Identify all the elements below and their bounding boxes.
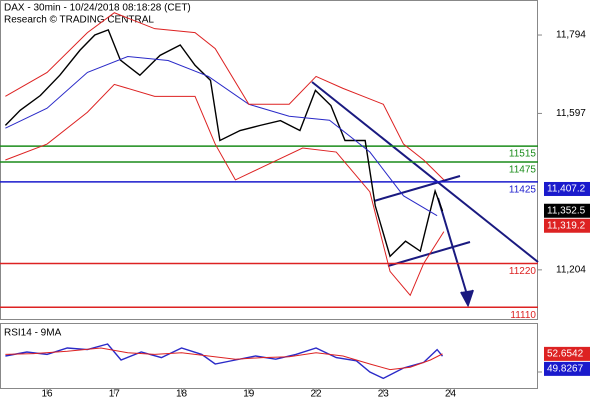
x-tick-label: 23: [378, 389, 390, 400]
price-label: 49.8267: [547, 364, 584, 375]
trendlines: [311, 81, 539, 308]
price-label-box: [544, 346, 590, 361]
x-tick-label: 24: [445, 389, 457, 400]
series-line: [4, 28, 444, 258]
price-label-box: [544, 203, 590, 218]
x-tick-label: 19: [243, 389, 255, 400]
y-tick-label: 11,204: [556, 264, 586, 275]
price-label: 11,352.5: [547, 205, 586, 216]
price-label: 52.6542: [547, 349, 584, 360]
level-label: 11515: [509, 149, 537, 160]
x-tick-label: 22: [311, 389, 323, 400]
series-line: [5, 343, 444, 380]
level-label: 11110: [510, 310, 536, 321]
plot-area: [0, 12, 538, 309]
series-line: [5, 56, 438, 217]
price-label: 11,319.2: [547, 220, 586, 231]
level-label: 11475: [509, 165, 537, 176]
chart-subtitle: Research © TRADING CENTRAL: [4, 15, 154, 26]
price-label-box: [544, 181, 590, 196]
price-panel: [0, 0, 538, 320]
series-line: [5, 347, 443, 371]
x-tick-label: 18: [176, 389, 188, 400]
plot-area: [5, 343, 444, 380]
y-tick-label: 11,597: [556, 108, 586, 119]
y-tick-label: 11,794: [556, 30, 586, 41]
price-label: 11,407.2: [547, 184, 586, 195]
series-line: [5, 12, 445, 181]
x-tick-label: 16: [42, 389, 54, 400]
chart-title: DAX - 30min - 10/24/2018 08:18:28 (CET): [4, 3, 191, 14]
rsi-title: RSI14 - 9MA: [4, 328, 62, 339]
series-line: [5, 83, 445, 297]
level-label: 11425: [509, 185, 537, 196]
x-tick-label: 17: [109, 389, 121, 400]
price-label-box: [544, 218, 590, 233]
rsi-panel: [0, 323, 538, 389]
level-label: 11220: [509, 266, 537, 277]
price-label-box: [544, 361, 590, 376]
